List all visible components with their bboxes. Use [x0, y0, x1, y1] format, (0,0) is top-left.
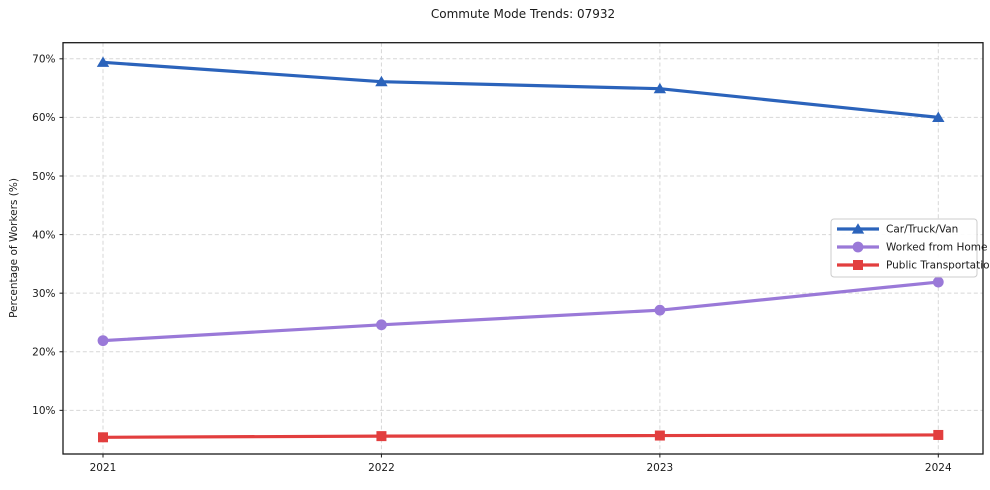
data-point-car-truck-van [375, 75, 388, 87]
data-point-car-truck-van [96, 56, 110, 67]
data-point-public-transportation [654, 430, 665, 441]
y-axis-tick-label: 70% [32, 54, 55, 66]
x-axis-tick-label: 2024 [925, 462, 952, 474]
y-axis-tick-label: 10% [32, 405, 55, 417]
legend-item-worked-from-home: Worked from Home [837, 241, 987, 254]
series-line-public-transportation [101, 433, 940, 439]
y-axis-tick-label: 50% [32, 171, 55, 183]
y-axis-tick-label: 20% [32, 347, 55, 359]
data-point-car-truck-van [932, 111, 945, 123]
legend-marker-triangle [851, 223, 865, 234]
y-axis-tick-label: 40% [32, 229, 55, 241]
legend-item-public-transportation: Public Transportation [837, 260, 990, 272]
data-point-worked-from-home [932, 276, 944, 288]
y-axis-tick-label: 30% [32, 288, 55, 300]
legend-label: Public Transportation [886, 260, 990, 272]
legend-label: Worked from Home [886, 242, 987, 254]
axes-frame [62, 42, 984, 455]
series-line-car-truck-van [101, 60, 940, 120]
x-axis-tick-label: 2021 [90, 462, 117, 474]
legend-box [830, 218, 978, 278]
legend: Car/Truck/Van Worked from Home Public Tran… [830, 218, 990, 278]
data-point-worked-from-home [654, 304, 666, 316]
legend-marker-square [853, 260, 863, 270]
x-axis-tick-label: 2023 [646, 462, 673, 474]
data-point-public-transportation [933, 429, 944, 440]
series-public-transportation [98, 429, 944, 443]
data-point-public-transportation [98, 432, 108, 443]
legend-item-car-truck-van: Car/Truck/Van [837, 223, 958, 236]
y-axis-tick-label: 60% [32, 112, 55, 124]
series-worked-from-home [97, 276, 944, 347]
x-axis-tick-label: 2022 [368, 462, 395, 474]
chart-title: Commute Mode Trends: 07932 [430, 7, 616, 21]
data-point-worked-from-home [376, 319, 387, 331]
data-point-car-truck-van [653, 82, 667, 94]
data-point-public-transportation [376, 431, 387, 442]
series-car-truck-van [96, 56, 945, 123]
legend-marker-circle [852, 241, 864, 253]
legend-label: Car/Truck/Van [886, 224, 958, 236]
series-line-worked-from-home [101, 280, 940, 343]
data-point-worked-from-home [97, 335, 109, 347]
